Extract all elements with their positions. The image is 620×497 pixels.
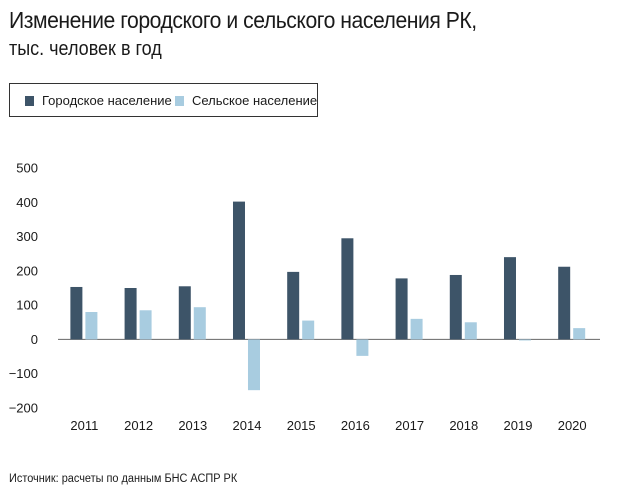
urban-bar-2016 <box>341 238 354 340</box>
urban-bar-2020 <box>558 266 571 340</box>
urban-bar-2015 <box>287 271 300 340</box>
urban-bar-2013 <box>178 286 191 340</box>
chart-title: Изменение городского и сельского населен… <box>9 7 477 33</box>
urban-bar-2012 <box>124 288 137 340</box>
rural-bar-2015 <box>302 320 315 340</box>
x-tick-label: 2014 <box>233 418 262 433</box>
urban-bar-2018 <box>449 274 462 340</box>
x-tick-label: 2013 <box>178 418 207 433</box>
x-tick-label: 2019 <box>504 418 533 433</box>
urban-bar-2019 <box>503 257 516 340</box>
y-tick-label: 200 <box>16 263 38 278</box>
rural-bar-2019 <box>518 339 531 341</box>
y-tick-label: −200 <box>9 401 38 416</box>
legend-item-rural: Сельское население <box>175 93 317 108</box>
rural-bar-2020 <box>573 328 586 340</box>
y-tick-label: 500 <box>16 161 38 176</box>
rural-bar-2014 <box>247 339 260 391</box>
legend: Городское население Сельское население <box>9 83 318 117</box>
x-tick-label: 2018 <box>449 418 478 433</box>
legend-swatch-rural <box>175 95 184 106</box>
y-tick-label: 100 <box>16 298 38 313</box>
rural-bar-2017 <box>410 318 423 340</box>
x-tick-label: 2012 <box>124 418 153 433</box>
x-tick-label: 2017 <box>395 418 424 433</box>
legend-swatch-urban <box>25 95 34 106</box>
rural-bar-2018 <box>464 322 477 340</box>
source-note: Источник: расчеты по данным БНС АСПР РК <box>9 473 238 485</box>
y-tick-label: 300 <box>16 229 38 244</box>
urban-bar-2014 <box>232 201 245 340</box>
x-tick-label: 2011 <box>70 418 98 433</box>
y-tick-label: 400 <box>16 195 38 210</box>
urban-bar-2011 <box>70 286 83 340</box>
x-tick-label: 2015 <box>287 418 316 433</box>
x-tick-label: 2020 <box>558 418 587 433</box>
rural-bar-2016 <box>356 339 369 356</box>
chart-subtitle: тыс. человек в год <box>9 38 162 60</box>
legend-label-rural: Сельское население <box>192 93 318 108</box>
rural-bar-2012 <box>139 310 152 340</box>
y-tick-label: −100 <box>9 366 38 381</box>
rural-bar-2013 <box>193 307 206 340</box>
legend-item-urban: Городское население <box>25 93 172 108</box>
rural-bar-2011 <box>85 312 98 340</box>
x-tick-label: 2016 <box>341 418 370 433</box>
bar-chart: 500 400 300 200 100 0 −100 −200 2011 2012 2013 2014… <box>9 161 600 433</box>
urban-bar-2017 <box>395 278 408 340</box>
legend-label-urban: Городское население <box>42 93 172 108</box>
y-tick-label: 0 <box>31 332 38 347</box>
